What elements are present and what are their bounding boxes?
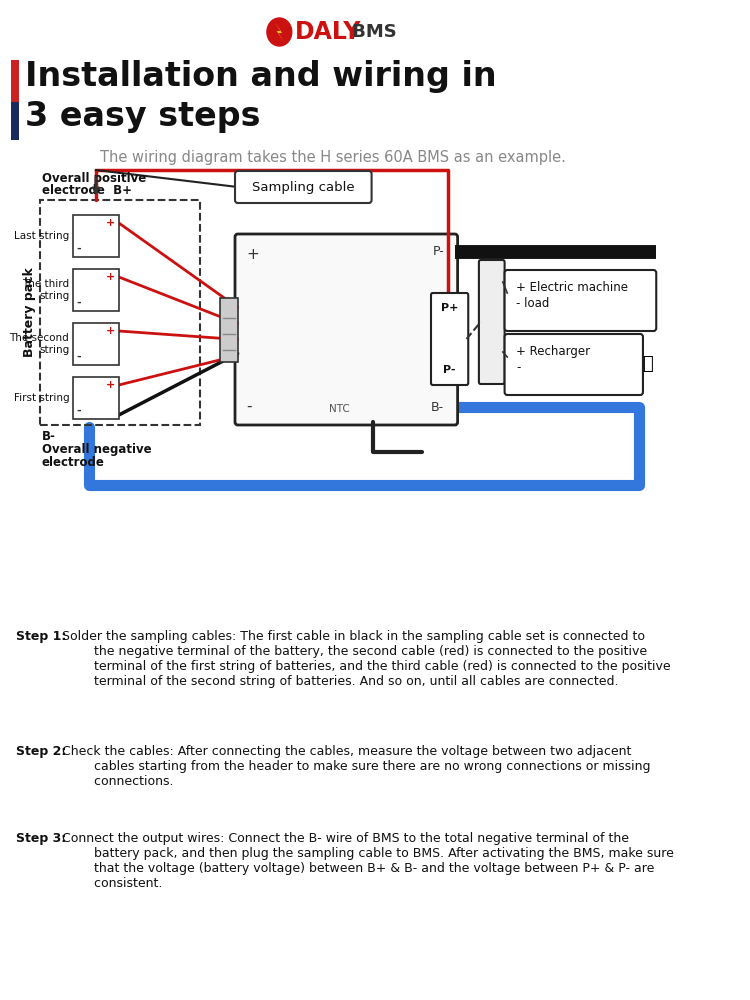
Polygon shape [275, 22, 284, 42]
Text: electrode: electrode [42, 456, 104, 469]
Text: -: - [247, 399, 252, 414]
Text: +: + [106, 218, 116, 228]
Text: +: + [106, 326, 116, 336]
Text: NTC: NTC [328, 404, 350, 414]
FancyBboxPatch shape [235, 234, 458, 425]
Text: -: - [76, 406, 81, 416]
Text: DALY: DALY [296, 20, 362, 44]
Text: +: + [106, 272, 116, 282]
FancyBboxPatch shape [479, 260, 505, 384]
Circle shape [267, 18, 292, 46]
Text: Step 3:: Step 3: [16, 832, 66, 845]
FancyBboxPatch shape [73, 323, 118, 365]
Text: The third
string: The third string [22, 279, 69, 301]
FancyBboxPatch shape [505, 334, 643, 395]
FancyBboxPatch shape [73, 269, 118, 311]
FancyBboxPatch shape [73, 215, 118, 257]
Text: Overall negative: Overall negative [42, 443, 152, 456]
Text: B-: B- [431, 401, 444, 414]
Text: Battery pack: Battery pack [22, 268, 36, 357]
Text: 🔌: 🔌 [642, 356, 652, 373]
Text: +: + [247, 247, 259, 262]
Text: 3 easy steps: 3 easy steps [25, 100, 260, 133]
Text: electrode  B+: electrode B+ [42, 184, 132, 197]
Text: + Electric machine: + Electric machine [516, 281, 628, 294]
Text: -: - [76, 298, 81, 308]
Text: Overall positive: Overall positive [42, 172, 146, 185]
Text: First string: First string [13, 393, 69, 403]
Text: Step 1:: Step 1: [16, 630, 66, 643]
Text: Last string: Last string [14, 231, 69, 241]
Text: P-: P- [443, 365, 456, 375]
Bar [10, 102, 19, 140]
FancyBboxPatch shape [235, 171, 371, 203]
Text: - load: - load [516, 297, 550, 310]
FancyBboxPatch shape [431, 293, 468, 385]
Text: + Recharger: + Recharger [516, 345, 590, 358]
Text: -: - [76, 244, 81, 254]
Text: Solder the sampling cables: The first cable in black in the sampling cable set i: Solder the sampling cables: The first ca… [62, 630, 670, 688]
Text: Connect the output wires: Connect the B- wire of BMS to the total negative termi: Connect the output wires: Connect the B-… [62, 832, 674, 890]
Text: -: - [516, 361, 520, 374]
Text: Sampling cable: Sampling cable [252, 180, 355, 194]
Text: BMS: BMS [346, 23, 397, 41]
FancyBboxPatch shape [73, 377, 118, 419]
Text: +: + [106, 380, 116, 390]
Text: The second
string: The second string [10, 333, 69, 355]
Bar [10, 60, 19, 102]
FancyBboxPatch shape [220, 298, 238, 361]
Text: The wiring diagram takes the H series 60A BMS as an example.: The wiring diagram takes the H series 60… [100, 150, 566, 165]
FancyBboxPatch shape [505, 270, 656, 331]
Text: Check the cables: After connecting the cables, measure the voltage between two a: Check the cables: After connecting the c… [62, 745, 650, 788]
Text: Step 2:: Step 2: [16, 745, 66, 758]
Text: P-: P- [433, 245, 444, 258]
Text: -: - [76, 352, 81, 362]
Text: Installation and wiring in: Installation and wiring in [25, 60, 496, 93]
Text: P+: P+ [441, 303, 458, 313]
Text: B-: B- [42, 430, 56, 443]
